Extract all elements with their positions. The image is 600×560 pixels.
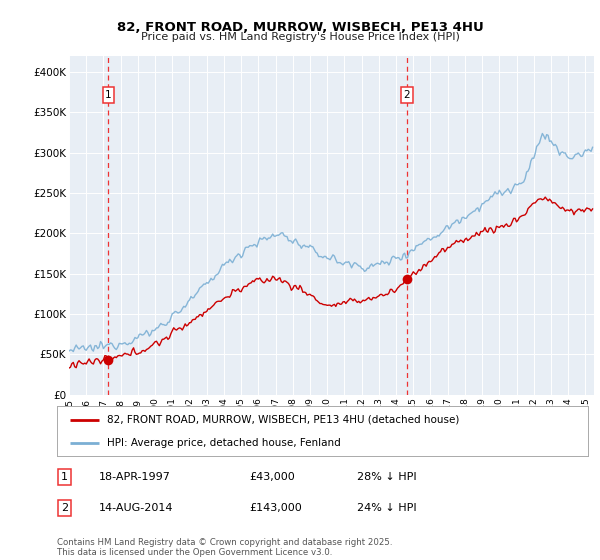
Text: 2: 2 (61, 503, 68, 513)
Text: 18-APR-1997: 18-APR-1997 (99, 472, 171, 482)
Text: 28% ↓ HPI: 28% ↓ HPI (357, 472, 416, 482)
Text: Contains HM Land Registry data © Crown copyright and database right 2025.
This d: Contains HM Land Registry data © Crown c… (57, 538, 392, 557)
Text: 82, FRONT ROAD, MURROW, WISBECH, PE13 4HU: 82, FRONT ROAD, MURROW, WISBECH, PE13 4H… (116, 21, 484, 34)
Text: Price paid vs. HM Land Registry's House Price Index (HPI): Price paid vs. HM Land Registry's House … (140, 32, 460, 43)
Text: 1: 1 (105, 90, 112, 100)
Text: 14-AUG-2014: 14-AUG-2014 (99, 503, 173, 513)
Text: £143,000: £143,000 (249, 503, 302, 513)
Text: £43,000: £43,000 (249, 472, 295, 482)
Text: 82, FRONT ROAD, MURROW, WISBECH, PE13 4HU (detached house): 82, FRONT ROAD, MURROW, WISBECH, PE13 4H… (107, 414, 460, 424)
Text: HPI: Average price, detached house, Fenland: HPI: Average price, detached house, Fenl… (107, 438, 341, 448)
Text: 1: 1 (61, 472, 68, 482)
Text: 24% ↓ HPI: 24% ↓ HPI (357, 503, 416, 513)
Text: 2: 2 (403, 90, 410, 100)
